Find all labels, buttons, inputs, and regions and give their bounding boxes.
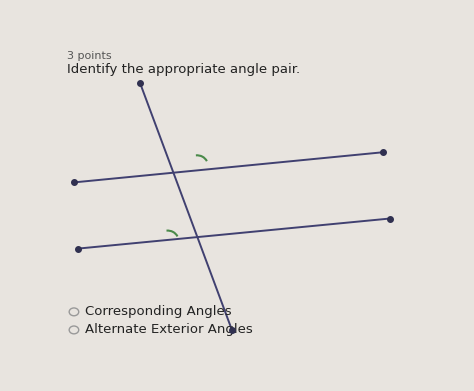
Text: Corresponding Angles: Corresponding Angles <box>85 305 232 318</box>
Text: 3 points: 3 points <box>66 52 111 61</box>
Text: Alternate Exterior Angles: Alternate Exterior Angles <box>85 323 253 336</box>
Text: Identify the appropriate angle pair.: Identify the appropriate angle pair. <box>66 63 300 77</box>
